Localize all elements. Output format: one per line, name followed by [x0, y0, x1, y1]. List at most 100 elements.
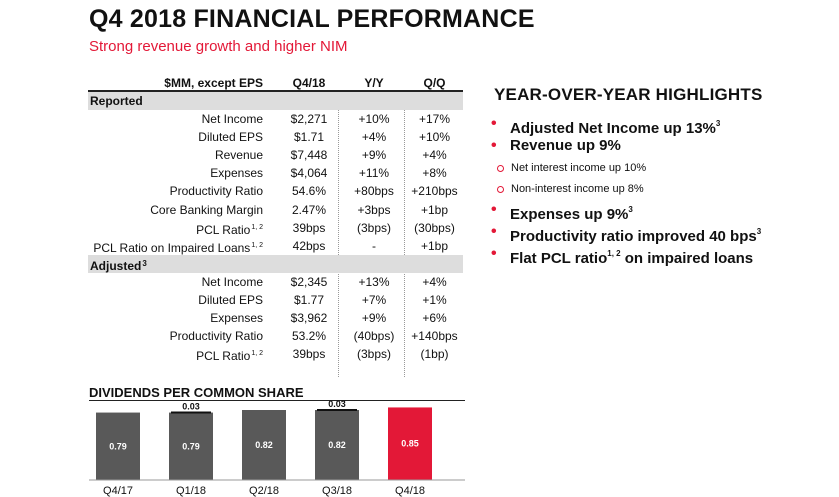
highlight-text: Flat PCL ratio — [510, 250, 608, 267]
x-tick-label: Q3/18 — [322, 485, 352, 497]
yy-value-cell: +4% — [361, 130, 387, 145]
highlight-subtext: Net interest income up 10% — [511, 162, 647, 174]
yy-value-cell: - — [372, 238, 376, 253]
section-label-wrap: Adjusted3 — [90, 255, 147, 275]
x-tick-label: Q2/18 — [249, 485, 279, 497]
highlight-subtext: Non-interest income up 8% — [511, 183, 644, 195]
q4-value-cell: $1.71 — [293, 130, 325, 145]
highlight-subitem: Non-interest income up 8% — [490, 179, 830, 200]
row-label: PCL Ratio — [196, 349, 251, 364]
table-header-cell: $MM, except EPS — [164, 76, 263, 90]
footnote-marker: 3 — [715, 119, 721, 128]
table-header-cell: Q4/18 — [292, 76, 326, 90]
page-subtitle: Strong revenue growth and higher NIM — [89, 38, 348, 55]
row-label: PCL Ratio on Impaired Loans — [93, 240, 251, 255]
table-header-row: $MM, except EPS Q4/18 Y/Y Q/Q — [88, 74, 463, 92]
highlight-text-suffix: on impaired loans — [620, 250, 754, 267]
row-label-wrap: Revenue — [215, 146, 263, 164]
table-header-cell: Q/Q — [423, 76, 446, 90]
q4-value-cell: $3,962 — [290, 311, 328, 326]
table-row: Net Income $2,345 +13% +4% — [88, 273, 463, 291]
footnote-marker: 1, 2 — [251, 350, 263, 358]
bar-value-label: 0.85 — [401, 439, 419, 449]
dividends-title-rule — [89, 400, 465, 401]
highlight-text: Adjusted Net Income up 13% — [510, 120, 716, 137]
row-label-wrap: Diluted EPS — [198, 128, 263, 146]
footnote-marker: 1, 2 — [607, 249, 621, 258]
table-header-cell: Y/Y — [364, 76, 384, 90]
yy-value-cell: +13% — [358, 274, 390, 289]
highlight-item: • Revenue up 9% — [490, 136, 830, 158]
yy-value-cell: (3bps) — [356, 220, 391, 235]
q4-value-cell: $4,064 — [290, 166, 328, 181]
row-label-wrap: Core Banking Margin — [150, 201, 263, 219]
qq-value-cell: +10% — [418, 130, 451, 145]
dividend-bar — [315, 410, 359, 480]
row-label-wrap: Expenses — [210, 164, 263, 182]
q4-value-cell: 2.47% — [291, 202, 327, 217]
circle-bullet-icon — [497, 186, 504, 193]
increment-label: 0.03 — [182, 402, 200, 412]
yy-value-cell: +3bps — [357, 202, 391, 217]
row-label-wrap: Productivity Ratio — [170, 182, 263, 200]
highlight-item: • Expenses up 9%3 — [490, 200, 830, 223]
qq-value-cell: +4% — [422, 274, 447, 289]
q4-value-cell: $1.77 — [293, 293, 325, 308]
row-label-wrap: PCL Ratio1, 2 — [196, 345, 263, 365]
bar-value-label: 0.82 — [328, 440, 346, 450]
table-row: Expenses $3,962 +9% +6% — [88, 309, 463, 327]
yy-value-cell: +80bps — [354, 184, 394, 199]
qq-value-cell: +140bps — [411, 329, 458, 344]
footnote-marker: 3 — [628, 205, 633, 214]
table-row: PCL Ratio on Impaired Loans1, 2 42bps - +1b… — [88, 237, 463, 255]
highlight-item: • Adjusted Net Income up 13%3 — [490, 114, 830, 137]
column-divider — [404, 92, 405, 377]
yy-value-cell: +7% — [361, 293, 387, 308]
highlight-text: Productivity ratio improved 40 bps — [510, 228, 757, 245]
q4-value-cell: 39bps — [292, 347, 326, 362]
row-label: Productivity Ratio — [169, 184, 263, 199]
qq-value-cell: +1bp — [420, 202, 449, 217]
q4-value-cell: 53.2% — [291, 329, 327, 344]
table-row: Diluted EPS $1.77 +7% +1% — [88, 291, 463, 309]
section-label-wrap: Reported — [90, 92, 143, 110]
row-label: Net Income — [201, 112, 263, 127]
row-label-wrap: Diluted EPS — [198, 291, 263, 309]
bullet-icon: • — [491, 137, 497, 154]
highlight-text: Revenue up 9% — [510, 137, 621, 154]
dividend-bar — [242, 410, 286, 480]
table-row: Diluted EPS $1.71 +4% +10% — [88, 128, 463, 146]
highlight-text: Expenses up 9% — [510, 206, 629, 223]
financial-table: $MM, except EPS Q4/18 Y/Y Q/Q Reported Net In… — [88, 74, 463, 363]
qq-value-cell: +6% — [422, 311, 447, 326]
row-label: Core Banking Margin — [150, 202, 263, 217]
yy-value-cell: +9% — [361, 311, 387, 326]
row-label: Net Income — [201, 274, 263, 289]
x-tick-label: Q4/18 — [395, 485, 425, 497]
row-label: Revenue — [214, 148, 263, 163]
footnote-marker: 3 — [756, 227, 762, 236]
row-label: Diluted EPS — [198, 293, 263, 308]
table-row: PCL Ratio1, 2 39bps (3bps) (1bp) — [88, 345, 463, 363]
qq-value-cell: (30bps) — [414, 220, 455, 235]
q4-value-cell: 54.6% — [291, 184, 327, 199]
q4-value-cell: $2,345 — [290, 274, 328, 289]
highlight-item: • Flat PCL ratio1, 2 on impaired loans — [490, 244, 830, 267]
row-label: Expenses — [210, 311, 263, 326]
qq-value-cell: +210bps — [411, 184, 458, 199]
qq-value-cell: +1% — [422, 293, 447, 308]
row-label: Productivity Ratio — [169, 329, 263, 344]
dividends-title: DIVIDENDS PER COMMON SHARE — [89, 385, 304, 400]
bullet-icon: • — [491, 223, 497, 240]
row-label-wrap: Net Income — [202, 110, 263, 128]
row-label: Expenses — [210, 166, 263, 181]
row-label-wrap: Productivity Ratio — [170, 327, 263, 345]
row-label-wrap: Expenses — [210, 309, 263, 327]
row-label: Diluted EPS — [198, 130, 263, 145]
yy-value-cell: +11% — [358, 166, 390, 181]
q4-value-cell: 42bps — [292, 238, 326, 253]
yy-value-cell: +9% — [361, 148, 387, 163]
table-row: Revenue $7,448 +9% +4% — [88, 146, 463, 164]
table-row: Expenses $4,064 +11% +8% — [88, 164, 463, 182]
table-row: Productivity Ratio 54.6% +80bps +210bps — [88, 182, 463, 200]
